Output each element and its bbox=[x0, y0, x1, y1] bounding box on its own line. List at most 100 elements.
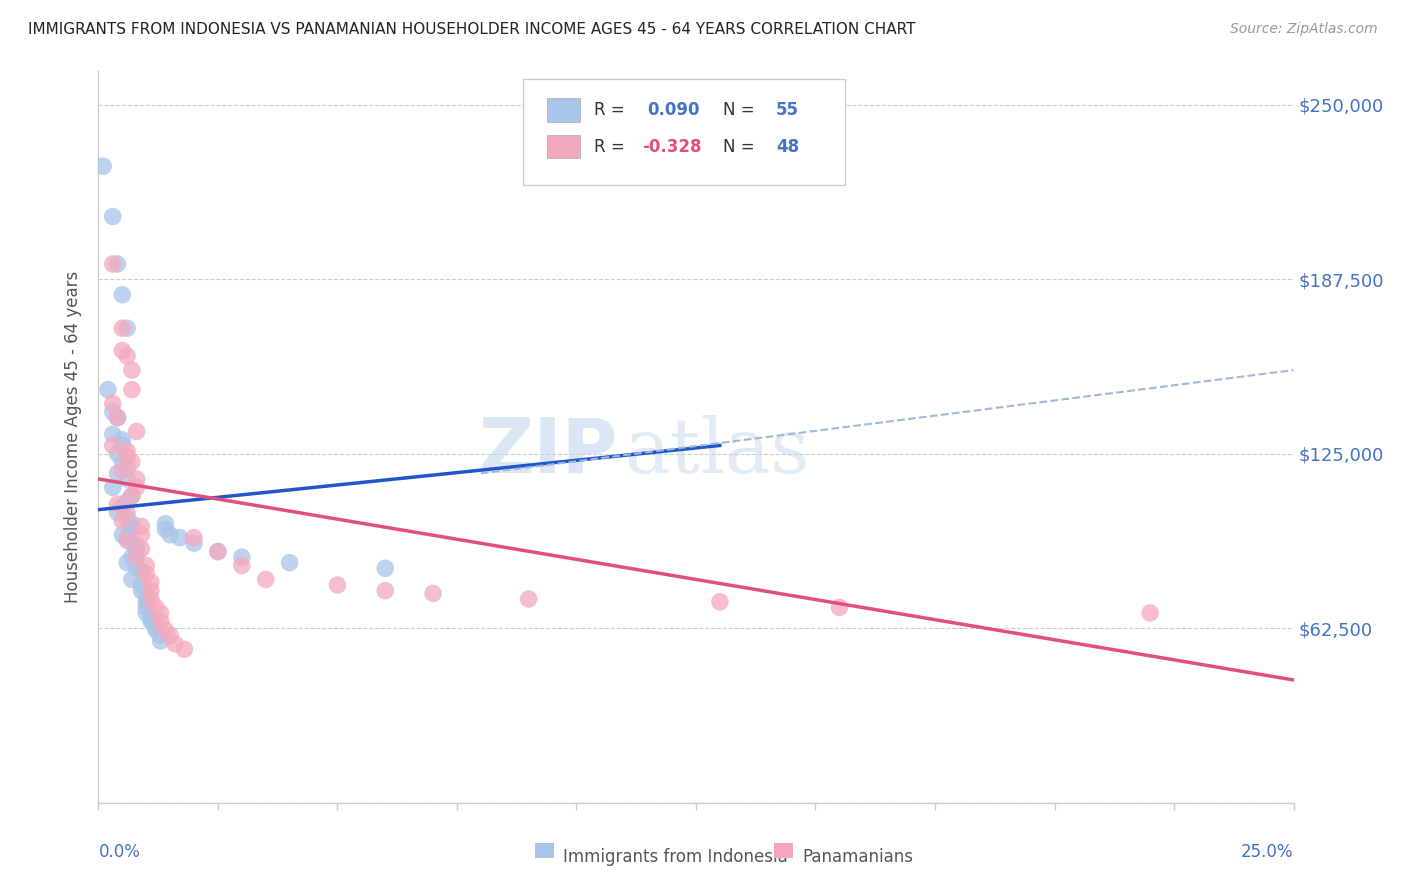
Point bbox=[121, 363, 143, 377]
Point bbox=[139, 592, 162, 607]
Point bbox=[101, 480, 124, 494]
Point bbox=[101, 438, 124, 452]
Point bbox=[159, 628, 181, 642]
Point bbox=[135, 600, 157, 615]
Point bbox=[125, 425, 148, 439]
Bar bbox=[534, 843, 554, 858]
FancyBboxPatch shape bbox=[523, 78, 845, 185]
Point bbox=[149, 606, 172, 620]
Point bbox=[107, 410, 129, 425]
Text: Immigrants from Indonesia: Immigrants from Indonesia bbox=[564, 848, 789, 866]
Point bbox=[1139, 606, 1161, 620]
Point bbox=[115, 511, 138, 525]
Point bbox=[115, 556, 138, 570]
Point bbox=[107, 447, 129, 461]
Point bbox=[125, 539, 148, 553]
Point bbox=[111, 287, 134, 301]
Point bbox=[131, 528, 153, 542]
Point bbox=[115, 321, 138, 335]
Point bbox=[135, 566, 157, 581]
Point bbox=[115, 531, 138, 545]
Point bbox=[254, 573, 277, 587]
Point bbox=[121, 516, 143, 531]
Point bbox=[115, 444, 138, 458]
Point bbox=[374, 561, 396, 575]
Point bbox=[149, 628, 172, 642]
Text: N =: N = bbox=[724, 137, 761, 156]
Text: 48: 48 bbox=[776, 137, 799, 156]
Bar bbox=[547, 135, 581, 159]
Point bbox=[125, 550, 148, 565]
Text: ZIP: ZIP bbox=[479, 415, 619, 489]
Point bbox=[115, 494, 138, 508]
Point bbox=[115, 460, 138, 475]
Point bbox=[115, 472, 138, 486]
Point bbox=[159, 528, 181, 542]
Point bbox=[145, 623, 167, 637]
Point bbox=[115, 533, 138, 548]
Text: N =: N = bbox=[724, 101, 761, 120]
Point bbox=[107, 410, 129, 425]
Y-axis label: Householder Income Ages 45 - 64 years: Householder Income Ages 45 - 64 years bbox=[65, 271, 83, 603]
Point bbox=[139, 575, 162, 590]
Point bbox=[139, 611, 162, 625]
Point bbox=[231, 550, 253, 565]
Text: Panamanians: Panamanians bbox=[803, 848, 914, 866]
Bar bbox=[773, 843, 793, 858]
Point bbox=[111, 514, 134, 528]
Point bbox=[121, 383, 143, 397]
Text: R =: R = bbox=[595, 137, 630, 156]
Text: atlas: atlas bbox=[624, 415, 810, 489]
Point bbox=[115, 450, 138, 464]
Point bbox=[111, 438, 134, 452]
Text: 25.0%: 25.0% bbox=[1241, 843, 1294, 861]
Point bbox=[155, 516, 177, 531]
Point bbox=[131, 578, 153, 592]
Text: 0.0%: 0.0% bbox=[98, 843, 141, 861]
Point bbox=[101, 210, 124, 224]
Point bbox=[121, 489, 143, 503]
Text: R =: R = bbox=[595, 101, 630, 120]
Point bbox=[125, 561, 148, 575]
Point bbox=[135, 595, 157, 609]
Point bbox=[107, 497, 129, 511]
Point bbox=[155, 522, 177, 536]
Point bbox=[139, 615, 162, 629]
Point bbox=[121, 455, 143, 469]
Point bbox=[107, 506, 129, 520]
Point bbox=[115, 506, 138, 520]
Point bbox=[231, 558, 253, 573]
Point bbox=[155, 623, 177, 637]
Point bbox=[149, 633, 172, 648]
Point bbox=[111, 455, 134, 469]
Point bbox=[183, 531, 205, 545]
Point bbox=[131, 564, 153, 578]
Point bbox=[145, 600, 167, 615]
Point bbox=[709, 595, 731, 609]
Point bbox=[121, 536, 143, 550]
Point bbox=[149, 615, 172, 629]
Bar bbox=[547, 98, 581, 122]
Point bbox=[121, 522, 143, 536]
Point bbox=[517, 592, 540, 607]
Point bbox=[163, 637, 186, 651]
Point bbox=[125, 544, 148, 558]
Point bbox=[101, 427, 124, 442]
Point bbox=[131, 541, 153, 556]
Point bbox=[183, 536, 205, 550]
Point bbox=[121, 550, 143, 565]
Point bbox=[131, 519, 153, 533]
Point bbox=[828, 600, 851, 615]
Point bbox=[111, 528, 134, 542]
Point bbox=[115, 349, 138, 363]
Point bbox=[111, 464, 134, 478]
Point bbox=[97, 383, 120, 397]
Point bbox=[111, 433, 134, 447]
Point bbox=[422, 586, 444, 600]
Text: Source: ZipAtlas.com: Source: ZipAtlas.com bbox=[1230, 22, 1378, 37]
Point bbox=[125, 480, 148, 494]
Point bbox=[107, 467, 129, 481]
Point bbox=[145, 620, 167, 634]
Point bbox=[101, 257, 124, 271]
Point bbox=[121, 573, 143, 587]
